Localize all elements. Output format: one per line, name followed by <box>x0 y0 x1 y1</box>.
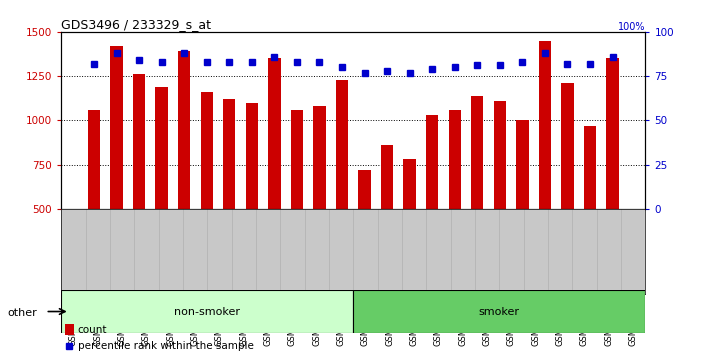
Bar <box>246 103 258 297</box>
Text: count: count <box>78 325 107 335</box>
Bar <box>200 92 213 297</box>
Bar <box>156 87 168 297</box>
Bar <box>494 101 506 297</box>
Bar <box>178 51 190 297</box>
Bar <box>561 83 574 297</box>
Bar <box>358 170 371 297</box>
Bar <box>471 96 484 297</box>
Bar <box>353 290 645 333</box>
Bar <box>88 110 100 297</box>
Bar <box>110 46 123 297</box>
Bar <box>606 58 619 297</box>
Bar <box>268 58 280 297</box>
Bar <box>336 80 348 297</box>
Bar <box>426 115 438 297</box>
Text: percentile rank within the sample: percentile rank within the sample <box>78 341 254 351</box>
Bar <box>381 145 394 297</box>
Text: 100%: 100% <box>618 22 645 32</box>
Bar <box>223 99 236 297</box>
Bar <box>584 126 596 297</box>
Text: other: other <box>7 308 37 318</box>
Bar <box>61 290 353 333</box>
Text: GDS3496 / 233329_s_at: GDS3496 / 233329_s_at <box>61 18 211 31</box>
Bar <box>516 120 528 297</box>
Bar <box>291 110 303 297</box>
Bar <box>133 74 146 297</box>
Bar <box>65 324 74 335</box>
Bar <box>448 110 461 297</box>
Text: non-smoker: non-smoker <box>174 307 240 316</box>
Bar <box>539 41 551 297</box>
Bar <box>404 159 416 297</box>
Text: smoker: smoker <box>479 307 520 316</box>
Bar <box>313 106 326 297</box>
